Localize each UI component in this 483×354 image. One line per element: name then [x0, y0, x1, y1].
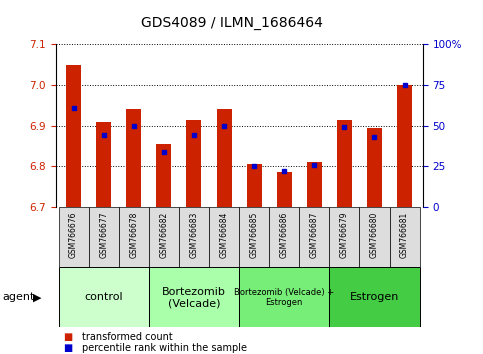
Bar — [367, 128, 382, 207]
Bar — [119, 207, 149, 267]
Text: GSM766687: GSM766687 — [310, 212, 319, 258]
Bar — [329, 267, 420, 327]
Bar — [216, 109, 231, 207]
Bar — [247, 164, 262, 207]
Text: GSM766686: GSM766686 — [280, 212, 289, 258]
Bar — [96, 122, 111, 207]
Text: GDS4089 / ILMN_1686464: GDS4089 / ILMN_1686464 — [141, 16, 323, 30]
Bar — [156, 144, 171, 207]
Text: GSM766678: GSM766678 — [129, 212, 138, 258]
Text: ■: ■ — [63, 343, 72, 353]
Bar — [58, 267, 149, 327]
Text: transformed count: transformed count — [82, 332, 173, 342]
Bar — [389, 207, 420, 267]
Bar — [58, 207, 89, 267]
Text: GSM766680: GSM766680 — [370, 212, 379, 258]
Text: Bortezomib (Velcade) +
Estrogen: Bortezomib (Velcade) + Estrogen — [234, 288, 334, 307]
Bar — [359, 207, 389, 267]
Bar — [239, 207, 269, 267]
Bar — [179, 207, 209, 267]
Bar — [89, 207, 119, 267]
Text: ■: ■ — [63, 332, 72, 342]
Bar — [307, 162, 322, 207]
Bar — [277, 172, 292, 207]
Text: GSM766683: GSM766683 — [189, 212, 199, 258]
Bar — [269, 207, 299, 267]
Bar — [149, 207, 179, 267]
Text: ▶: ▶ — [33, 292, 42, 302]
Bar — [337, 120, 352, 207]
Bar — [209, 207, 239, 267]
Bar — [126, 109, 142, 207]
Bar — [239, 267, 329, 327]
Text: Estrogen: Estrogen — [350, 292, 399, 302]
Text: Bortezomib
(Velcade): Bortezomib (Velcade) — [162, 286, 226, 308]
Text: percentile rank within the sample: percentile rank within the sample — [82, 343, 247, 353]
Bar — [66, 65, 81, 207]
Text: GSM766682: GSM766682 — [159, 212, 169, 258]
Text: GSM766679: GSM766679 — [340, 212, 349, 258]
Text: GSM766684: GSM766684 — [220, 212, 228, 258]
Bar — [299, 207, 329, 267]
Bar — [186, 120, 201, 207]
Bar — [329, 207, 359, 267]
Text: agent: agent — [2, 292, 35, 302]
Text: GSM766685: GSM766685 — [250, 212, 258, 258]
Text: GSM766676: GSM766676 — [69, 212, 78, 258]
Bar — [149, 267, 239, 327]
Text: control: control — [85, 292, 123, 302]
Text: GSM766681: GSM766681 — [400, 212, 409, 258]
Bar — [397, 85, 412, 207]
Text: GSM766677: GSM766677 — [99, 212, 108, 258]
